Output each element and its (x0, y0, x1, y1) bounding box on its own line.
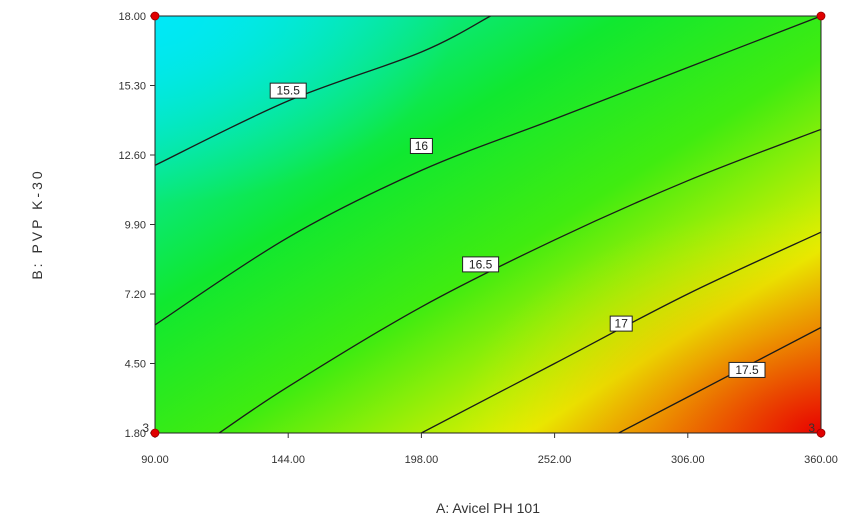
contour-label-box (609, 315, 633, 332)
contour-label: 17 (609, 315, 633, 332)
y-tick-label: 15.30 (118, 81, 146, 93)
x-tick-label: 90.00 (141, 454, 169, 466)
contour-label: 16.5 (462, 256, 500, 273)
y-tick-label: 7.20 (125, 289, 146, 301)
y-tick-label: 9.90 (125, 220, 146, 232)
contour-label-box (409, 137, 433, 154)
contour-label-text: 16 (415, 139, 429, 153)
x-tick-label: 198.00 (405, 454, 439, 466)
x-tick-label: 306.00 (671, 454, 705, 466)
contour-label-box (269, 82, 307, 99)
contour-label-box (462, 256, 500, 273)
contour-labels: 15.5 16 16.5 17 17.5 (269, 82, 766, 378)
design-point (150, 11, 160, 21)
x-axis-title: A: Avicel PH 101 (436, 500, 540, 516)
plot-area (155, 16, 821, 433)
x-axis: 90.00 144.00 198.00 252.00 306.00 360.00 (141, 433, 838, 466)
x-tick-label: 252.00 (538, 454, 572, 466)
design-point (150, 428, 160, 438)
design-point (816, 11, 826, 21)
contour-line-17.5 (618, 326, 821, 433)
y-tick-label: 4.50 (125, 359, 146, 371)
contour-label-box (728, 361, 766, 378)
y-tick-label: 18.00 (118, 11, 146, 23)
contour-label-text: 15.5 (277, 84, 301, 98)
y-tick-label: 1.80 (125, 428, 146, 440)
contour-line-15.5 (155, 16, 491, 166)
contour-label: 16 (409, 137, 433, 154)
contour-label: 17.5 (728, 361, 766, 378)
contour-label-text: 16.5 (469, 257, 493, 271)
design-point (816, 428, 826, 438)
design-point-count: 3 (142, 421, 149, 435)
y-axis: 1.80 4.50 7.20 9.90 12.60 15.30 18.00 (118, 11, 155, 440)
contour-label: 15.5 (269, 82, 307, 99)
x-tick-label: 360.00 (804, 454, 838, 466)
contour-label-text: 17 (615, 317, 629, 331)
contour-label-text: 17.5 (735, 363, 759, 377)
design-point-count: 3 (808, 421, 815, 435)
y-tick-label: 12.60 (118, 150, 146, 162)
contour-line-16 (155, 16, 821, 326)
x-tick-label: 144.00 (271, 454, 305, 466)
cool-region (155, 16, 821, 433)
y-axis-title: B: PVP K-30 (29, 168, 45, 279)
